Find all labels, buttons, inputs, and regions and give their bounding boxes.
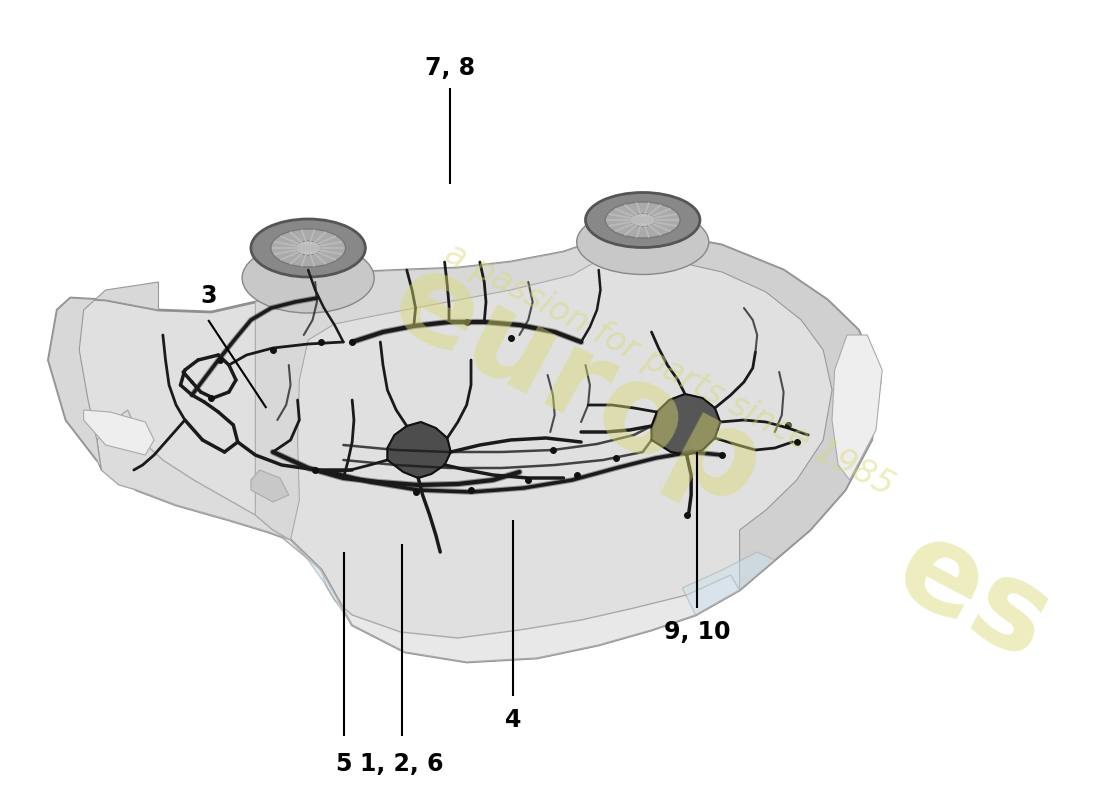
Ellipse shape bbox=[242, 243, 374, 313]
Polygon shape bbox=[651, 394, 720, 455]
Text: 7, 8: 7, 8 bbox=[426, 56, 475, 80]
Polygon shape bbox=[682, 552, 774, 615]
Text: 9, 10: 9, 10 bbox=[664, 620, 730, 644]
Ellipse shape bbox=[296, 241, 320, 255]
Ellipse shape bbox=[605, 202, 680, 238]
Polygon shape bbox=[255, 240, 598, 540]
Polygon shape bbox=[84, 410, 154, 455]
Polygon shape bbox=[97, 410, 290, 540]
Polygon shape bbox=[48, 232, 880, 662]
Ellipse shape bbox=[251, 219, 365, 277]
Polygon shape bbox=[387, 422, 451, 478]
Text: 5: 5 bbox=[336, 752, 352, 776]
Polygon shape bbox=[273, 530, 739, 662]
Ellipse shape bbox=[630, 214, 654, 226]
Polygon shape bbox=[634, 232, 880, 590]
Ellipse shape bbox=[585, 193, 700, 247]
Polygon shape bbox=[48, 282, 158, 470]
Polygon shape bbox=[832, 335, 882, 480]
Text: a passion for parts since 1985: a passion for parts since 1985 bbox=[439, 237, 900, 503]
Polygon shape bbox=[290, 540, 352, 625]
Ellipse shape bbox=[271, 229, 345, 267]
Text: 3: 3 bbox=[200, 284, 217, 308]
Text: 4: 4 bbox=[505, 708, 521, 732]
Ellipse shape bbox=[576, 210, 708, 274]
Polygon shape bbox=[251, 470, 289, 502]
Text: 1, 2, 6: 1, 2, 6 bbox=[360, 752, 443, 776]
Text: europ    es: europ es bbox=[373, 238, 1070, 682]
